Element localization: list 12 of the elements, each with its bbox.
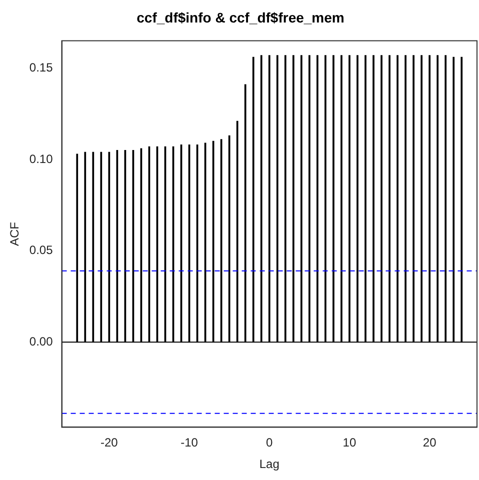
y-tick-label: 0.10 — [29, 152, 54, 166]
x-tick-label: 20 — [422, 436, 437, 450]
y-tick-label: 0.05 — [29, 243, 54, 258]
x-tick-label: -20 — [100, 436, 118, 450]
x-tick-label: 10 — [342, 436, 356, 450]
chart-title: ccf_df$info & ccf_df$free_mem — [136, 9, 344, 26]
y-tick-label: 0.15 — [29, 60, 54, 75]
y-axis-title: ACF — [8, 222, 22, 246]
x-axis-title: Lag — [259, 457, 280, 472]
x-tick-label: 0 — [266, 436, 274, 450]
y-tick-label: 0.00 — [29, 334, 54, 348]
x-tick-label: -10 — [180, 436, 198, 450]
